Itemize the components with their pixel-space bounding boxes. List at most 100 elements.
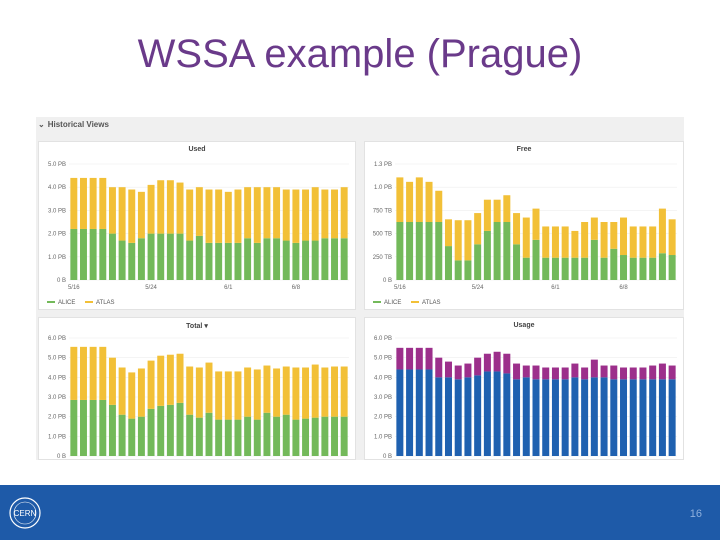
bar-alice	[128, 242, 136, 280]
bar-alice	[340, 416, 348, 456]
x-tick-label: 6/1	[224, 285, 233, 291]
bar-alice	[253, 419, 261, 456]
bar-alice	[176, 233, 184, 280]
chart-free: 0 B 250 TB 500 TB 750 TB 1.0 PB 1.3 PB 5/16 5/2…	[373, 162, 677, 306]
slide-footer	[0, 485, 720, 540]
panel-used: Used 0 B 1.0 PB 2.0 PB 3.0 PB 4.0 PB 5.0 PB 5/…	[38, 141, 356, 310]
bar-alice	[639, 257, 647, 280]
bar-alice	[542, 379, 550, 456]
bar-atlas	[639, 226, 647, 258]
bar-atlas	[215, 371, 223, 420]
bar-alice	[668, 255, 676, 280]
bar-alice	[493, 222, 501, 280]
y-tick-label: 1.3 PB	[374, 162, 392, 168]
bar-atlas	[311, 187, 319, 241]
bar-atlas	[668, 219, 676, 256]
x-tick-label: 6/8	[619, 285, 628, 291]
bar-atlas	[234, 371, 242, 420]
bar-alice	[311, 240, 319, 280]
bar-atlas	[425, 181, 433, 222]
bar-atlas	[396, 177, 404, 222]
bar-alice	[444, 377, 452, 456]
bar-alice	[108, 404, 116, 456]
bar-alice	[396, 222, 404, 280]
panel-title-total[interactable]: Total ▾	[39, 322, 355, 330]
chart-used: 0 B 1.0 PB 2.0 PB 3.0 PB 4.0 PB 5.0 PB 5/16 5/2…	[47, 162, 349, 306]
bar-alice	[118, 240, 126, 280]
bar-alice	[292, 419, 300, 456]
bar-atlas	[464, 363, 472, 378]
y-tick-label: 0 B	[57, 454, 66, 460]
bar-alice	[263, 412, 271, 456]
chevron-down-icon[interactable]: ⌄	[38, 120, 45, 129]
bar-alice	[649, 379, 657, 456]
bar-alice	[253, 242, 261, 280]
bar-alice	[176, 402, 184, 456]
y-tick-label: 250 TB	[373, 255, 392, 261]
y-tick-label: 5.0 PB	[374, 356, 392, 362]
bar-atlas	[571, 363, 579, 378]
bar-alice	[166, 233, 174, 280]
bar-alice	[649, 257, 657, 280]
bar-atlas	[444, 361, 452, 378]
bar-alice	[513, 379, 521, 456]
bar-alice	[331, 238, 338, 280]
bar-alice	[425, 369, 433, 456]
x-tick-label: 5/24	[472, 285, 484, 291]
bar-atlas	[513, 363, 521, 380]
x-tick-label: 6/8	[292, 285, 301, 291]
historical-views-header[interactable]: ⌄ Historical Views	[38, 120, 112, 129]
y-tick-label: 0 B	[57, 278, 66, 284]
bar-atlas	[176, 182, 184, 234]
bar-alice	[464, 260, 472, 280]
bar-alice	[89, 228, 97, 280]
y-tick-label: 1.0 PB	[374, 185, 392, 191]
bar-alice	[639, 379, 647, 456]
bar-alice	[186, 240, 194, 280]
bar-alice	[561, 379, 569, 456]
bar-atlas	[176, 353, 184, 403]
bar-atlas	[561, 226, 569, 258]
bar-atlas	[89, 346, 97, 400]
bar-alice	[464, 377, 472, 456]
bar-atlas	[292, 367, 300, 420]
bar-alice	[147, 408, 155, 456]
bar-atlas	[263, 187, 271, 239]
panel-free: Free 0 B 250 TB 500 TB 750 TB 1.0 PB 1.3 PB 5/…	[364, 141, 684, 310]
bar-alice	[590, 239, 598, 280]
bar-alice	[99, 399, 107, 456]
bar-alice	[263, 238, 271, 280]
bar-alice	[425, 222, 433, 280]
bar-alice	[454, 379, 462, 456]
bar-atlas	[522, 365, 530, 378]
bar-alice	[118, 414, 126, 456]
bar-atlas	[147, 184, 155, 234]
panel-title-free: Free	[516, 146, 532, 153]
bar-alice	[215, 242, 223, 280]
bar-alice	[483, 230, 491, 280]
bar-alice	[561, 257, 569, 280]
y-tick-label: 1.0 PB	[48, 434, 66, 440]
chart-usage: 0 B 1.0 PB 2.0 PB 3.0 PB 4.0 PB 5.0 PB 6.0 PB	[374, 336, 677, 460]
panel-title-usage: Usage	[513, 322, 535, 329]
bar-alice	[454, 260, 462, 280]
bar-alice	[244, 416, 252, 456]
bar-alice	[244, 238, 252, 280]
bar-alice	[435, 222, 443, 280]
bar-atlas	[396, 347, 404, 370]
y-tick-label: 2.0 PB	[374, 415, 392, 421]
bar-atlas	[590, 217, 598, 240]
bar-atlas	[600, 365, 608, 378]
bar-alice	[668, 379, 676, 456]
bar-atlas	[435, 357, 443, 378]
x-tick-label: 6/1	[551, 285, 560, 291]
bar-atlas	[205, 362, 213, 413]
bar-alice	[435, 377, 443, 456]
chart-total: 0 B 1.0 PB 2.0 PB 3.0 PB 4.0 PB 5.0 PB 6.0 PB	[48, 336, 349, 460]
bar-atlas	[561, 367, 569, 380]
panel-total: Total ▾ 0 B 1.0 PB 2.0 PB 3.0 PB 4.0 PB 5.0 P…	[38, 317, 356, 460]
legend-swatch	[411, 301, 419, 303]
bar-atlas	[464, 220, 472, 261]
dropdown-caret-icon[interactable]: ▾	[204, 323, 208, 330]
bar-alice	[483, 371, 491, 456]
